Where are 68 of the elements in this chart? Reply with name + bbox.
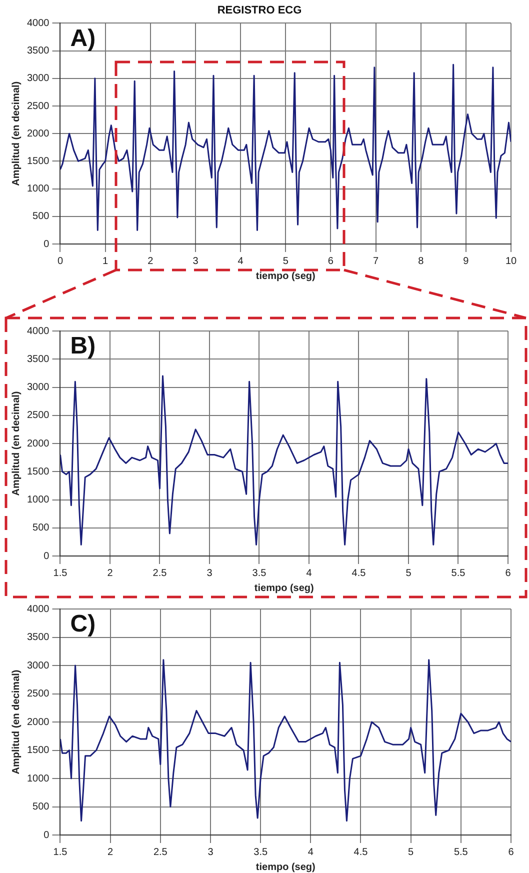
y-tick-label: 2500 (26, 688, 50, 700)
x-tick-label: 3 (192, 256, 199, 267)
y-tick-label: 0 (44, 830, 50, 841)
y-tick-label: 1000 (26, 184, 50, 195)
x-tick-label: 5 (282, 256, 289, 267)
y-tick-label: 4000 (26, 604, 50, 615)
y-tick-label: 3500 (26, 632, 50, 643)
x-tick-label: 1.5 (53, 568, 68, 579)
x-tick-label: 2 (148, 256, 154, 267)
y-tick-label: 500 (32, 802, 50, 812)
x-tick-label: 7 (372, 256, 379, 267)
y-tick-label: 4000 (26, 326, 50, 337)
x-tick-label: 2 (108, 846, 114, 858)
x-tick-label: 4 (308, 846, 314, 858)
y-axis-title: Amplitud (en decimal) (10, 670, 22, 774)
x-tick-label: 10 (505, 256, 517, 267)
x-tick-label: 4.5 (352, 568, 366, 579)
y-axis-title: Amplitud (en decimal) (10, 81, 22, 186)
y-tick-label: 3000 (26, 382, 50, 393)
annotation: A) (70, 24, 96, 52)
x-tick-label: 4 (306, 568, 312, 579)
y-tick-label: 1500 (26, 745, 50, 756)
y-tick-label: 1000 (26, 494, 50, 506)
y-tick-label: 2500 (26, 410, 50, 422)
x-tick-label: 5 (406, 568, 412, 579)
x-axis-title: tiempo (seg) (256, 270, 316, 282)
x-tick-label: 3.5 (252, 568, 267, 579)
x-tick-label: 4.5 (354, 846, 368, 858)
y-tick-label: 3500 (26, 46, 50, 57)
chart-title: REGISTRO ECG (217, 4, 302, 17)
y-tick-label: 3000 (26, 73, 50, 84)
y-tick-label: 0 (44, 550, 50, 562)
y-tick-label: 3500 (26, 354, 50, 365)
x-tick-label: 8 (418, 256, 424, 267)
x-tick-label: 3 (208, 846, 214, 858)
y-tick-label: 2500 (26, 100, 50, 112)
x-tick-label: 5.5 (451, 568, 466, 579)
x-tick-label: 9 (463, 256, 470, 267)
y-tick-label: 4000 (26, 18, 50, 29)
x-axis-title: tiempo (seg) (254, 582, 314, 594)
x-tick-label: 4 (238, 256, 244, 267)
y-tick-label: 1500 (26, 466, 50, 478)
x-tick-label: 0 (57, 256, 64, 267)
x-tick-label: 2.5 (152, 568, 168, 579)
x-tick-label: 5.5 (454, 846, 468, 858)
y-tick-label: 500 (32, 211, 50, 222)
x-tick-label: 2 (107, 568, 114, 579)
y-tick-label: 2000 (26, 438, 50, 450)
annotation: C) (70, 610, 96, 638)
y-tick-label: 2000 (26, 716, 50, 728)
x-tick-label: 1.5 (53, 846, 68, 858)
x-tick-label: 6 (508, 846, 514, 858)
x-tick-label: 1 (102, 256, 109, 267)
y-tick-label: 3000 (26, 660, 50, 672)
x-tick-label: 3 (206, 568, 213, 579)
x-tick-label: 6 (505, 568, 512, 579)
x-tick-label: 6 (328, 256, 334, 267)
y-axis-title: Amplitud (en decimal) (10, 391, 22, 496)
x-tick-label: 2.5 (153, 846, 168, 858)
y-tick-label: 1000 (26, 773, 50, 784)
y-tick-label: 2000 (26, 128, 50, 140)
x-tick-label: 3.5 (254, 846, 268, 858)
y-tick-label: 0 (44, 238, 50, 250)
annotation: B) (70, 332, 96, 360)
x-tick-label: 5 (408, 846, 414, 858)
x-axis-title: tiempo (seg) (256, 862, 316, 873)
y-tick-label: 500 (32, 522, 50, 534)
y-tick-label: 1500 (26, 156, 50, 167)
